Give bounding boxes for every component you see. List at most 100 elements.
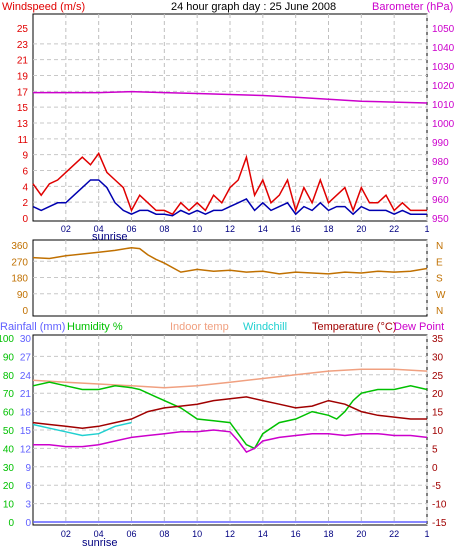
windspeed-tick: 0 (22, 214, 28, 225)
barometer-tick: 1040 (432, 43, 455, 54)
barometer-line (33, 90, 428, 104)
data-series (32, 90, 428, 523)
x-tick-label-top: 08 (159, 224, 169, 234)
windchill-title: Windchill (243, 321, 287, 333)
x-tick-label-bottom: 22 (389, 529, 399, 539)
temperature-line (32, 396, 427, 429)
humidity-tick: 20 (3, 481, 15, 492)
x-tick-label-bottom: 04 (94, 529, 104, 539)
x-tick-label-top: 16 (291, 224, 301, 234)
temperature-tick: 15 (432, 408, 444, 419)
temperature-tick: 0 (432, 463, 438, 474)
x-tick-label-top: 04 (94, 224, 104, 234)
direction-tick: 180 (11, 274, 28, 285)
tick-labels: 0202040406060808101012121414161618182020… (0, 24, 455, 539)
rainfall-tick: 6 (25, 481, 31, 492)
humidity-tick: 90 (3, 352, 15, 363)
wind-direction-line (32, 246, 428, 275)
x-tick-label-bottom: 1 (424, 529, 429, 539)
temperature-tick: 5 (432, 444, 438, 455)
humidity-tick: 60 (3, 408, 15, 419)
compass-tick: E (436, 257, 443, 268)
windspeed-tick: 11 (18, 135, 29, 146)
chart-title: 24 hour graph day : 25 June 2008 (171, 1, 336, 13)
rainfall-tick: 30 (20, 334, 32, 345)
windspeed-gust-line (32, 151, 427, 216)
temperature-tick: 20 (432, 389, 444, 400)
temperature-tick: -15 (432, 518, 447, 529)
sunrise-label-top: sunrise (92, 231, 127, 243)
windspeed-tick: 15 (17, 103, 29, 114)
compass-tick: N (436, 306, 443, 317)
indoor-temp-title: Indoor temp (170, 321, 229, 333)
dewpoint-line (33, 429, 428, 454)
barometer-tick: 990 (432, 138, 449, 149)
barometer-tick: 1010 (432, 100, 455, 111)
x-tick-label-bottom: 06 (126, 529, 136, 539)
x-tick-label-bottom: 16 (291, 529, 301, 539)
humidity-tick: 0 (8, 518, 14, 529)
windspeed-avg-line (32, 179, 427, 217)
windspeed-tick: 21 (17, 56, 29, 67)
humidity-tick: 80 (3, 371, 15, 382)
windspeed-tick: 2 (22, 198, 28, 209)
windspeed-tick: 17 (17, 87, 29, 98)
temperature-tick: -5 (432, 481, 441, 492)
x-tick-label-top: 20 (356, 224, 366, 234)
temperature-tick: 35 (432, 334, 444, 345)
windspeed-tick: 25 (17, 24, 29, 35)
x-tick-label-top: 10 (192, 224, 202, 234)
barometer-tick: 970 (432, 176, 449, 187)
windspeed-tick: 19 (17, 72, 29, 83)
x-tick-label-bottom: 10 (192, 529, 202, 539)
compass-tick: W (436, 290, 446, 301)
x-tick-label-bottom: 14 (258, 529, 268, 539)
x-tick-label-bottom: 12 (225, 529, 235, 539)
barometer-tick: 960 (432, 195, 449, 206)
direction-tick: 270 (11, 257, 28, 268)
x-tick-label-top: 18 (323, 224, 333, 234)
x-tick-label-bottom: 08 (159, 529, 169, 539)
x-tick-label-top: 14 (258, 224, 268, 234)
dewpoint-title: Dew Point (394, 321, 444, 333)
windspeed-tick: 4 (22, 182, 28, 193)
temperature-tick: 10 (432, 426, 444, 437)
x-tick-label-top: 1 (424, 224, 429, 234)
barometer-tick: 1000 (432, 119, 455, 130)
x-tick-label-top: 12 (225, 224, 235, 234)
humidity-tick: 100 (0, 334, 14, 345)
rainfall-tick: 12 (20, 444, 32, 455)
humidity-tick: 40 (3, 444, 15, 455)
x-tick-label-top: 02 (61, 224, 71, 234)
sunrise-label-bottom: sunrise (82, 537, 117, 549)
humidity-line (32, 381, 428, 450)
humidity-tick: 50 (3, 426, 15, 437)
rainfall-tick: 0 (25, 518, 31, 529)
x-tick-label-bottom: 18 (323, 529, 333, 539)
barometer-tick: 950 (432, 214, 449, 225)
temperature-axis-title: Temperature (°C) (312, 321, 396, 333)
barometer-tick: 1030 (432, 62, 455, 73)
rainfall-tick: 3 (25, 500, 31, 511)
humidity-tick: 10 (3, 500, 15, 511)
direction-tick: 90 (17, 290, 29, 301)
x-tick-label-top: 22 (389, 224, 399, 234)
indoor-temp-line (32, 368, 428, 389)
x-tick-label-top: 06 (126, 224, 136, 234)
temperature-tick: 25 (432, 371, 444, 382)
x-tick-label-bottom: 02 (61, 529, 71, 539)
temperature-tick: -10 (432, 500, 447, 511)
compass-tick: N (436, 241, 443, 252)
rainfall-tick: 9 (25, 463, 31, 474)
humidity-axis-title: Humidity % (67, 321, 123, 333)
windchill-line (32, 421, 132, 437)
rainfall-tick: 15 (20, 426, 32, 437)
humidity-tick: 70 (3, 389, 15, 400)
windspeed-tick: 13 (17, 119, 29, 130)
compass-tick: S (436, 274, 443, 285)
rainfall-tick: 27 (20, 352, 32, 363)
direction-tick: 0 (22, 306, 28, 317)
windspeed-tick: 23 (17, 40, 29, 51)
